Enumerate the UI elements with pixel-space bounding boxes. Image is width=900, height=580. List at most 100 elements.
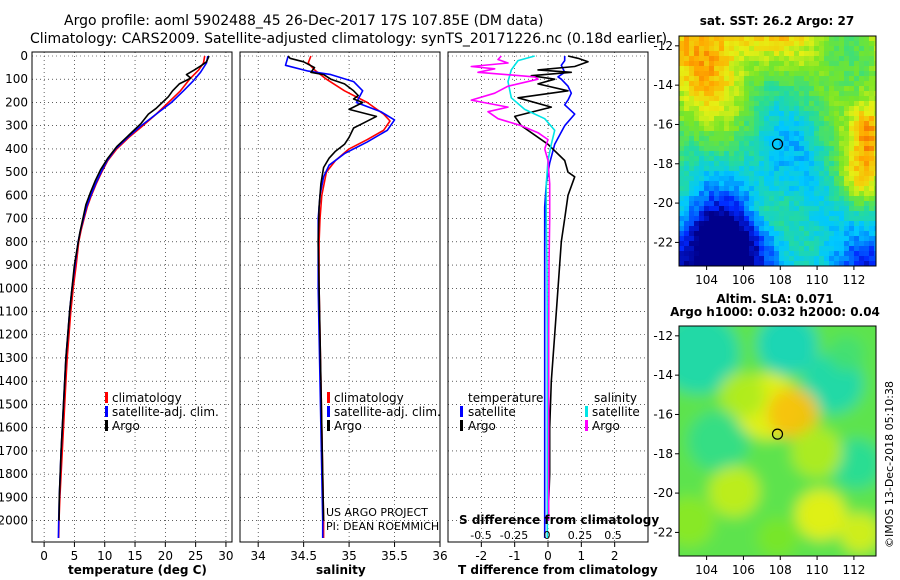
sst-cell — [734, 51, 740, 57]
sst-cell — [779, 41, 785, 47]
sst-cell — [734, 61, 740, 67]
sst-cell — [689, 151, 695, 157]
sst-cell — [784, 176, 790, 182]
sst-cell — [809, 131, 815, 137]
sst-cell — [734, 261, 740, 266]
sst-cell — [859, 221, 865, 227]
sst-cell — [864, 141, 870, 147]
sst-cell — [739, 101, 745, 107]
sst-cell — [734, 46, 740, 52]
sst-cell — [719, 126, 725, 132]
sst-cell — [714, 196, 720, 202]
sst-cell — [809, 191, 815, 197]
sst-cell — [709, 151, 715, 157]
sst-cell — [854, 221, 860, 227]
sst-cell — [704, 176, 710, 182]
sst-cell — [874, 261, 876, 266]
sst-cell — [704, 241, 710, 247]
sst-cell — [694, 256, 700, 262]
sst-cell — [724, 171, 730, 177]
sst-cell — [719, 131, 725, 137]
sst-cell — [819, 156, 825, 162]
sst-cell — [689, 96, 695, 102]
sst-cell — [689, 91, 695, 97]
sst-cell — [854, 136, 860, 142]
sst-cell — [704, 106, 710, 112]
sst-cell — [734, 86, 740, 92]
sst-cell — [759, 221, 765, 227]
sst-cell — [714, 186, 720, 192]
sst-cell — [859, 71, 865, 77]
sst-cell — [819, 186, 825, 192]
series-line-argo — [58, 55, 210, 521]
sst-cell — [834, 126, 840, 132]
sst-cell — [859, 181, 865, 187]
sst-cell — [834, 36, 840, 42]
sst-cell — [854, 111, 860, 117]
sst-cell — [779, 66, 785, 72]
sst-cell — [764, 191, 770, 197]
credit-project: US ARGO PROJECT — [326, 506, 428, 519]
sst-cell — [754, 211, 760, 217]
sst-cell — [729, 51, 735, 57]
sst-cell — [809, 146, 815, 152]
sst-cell — [784, 91, 790, 97]
sst-cell — [709, 126, 715, 132]
sst-cell — [729, 241, 735, 247]
sst-cell — [759, 101, 765, 107]
sst-cell — [819, 71, 825, 77]
sst-cell — [739, 256, 745, 262]
sst-cell — [689, 236, 695, 242]
sst-cell — [754, 256, 760, 262]
sst-cell — [789, 51, 795, 57]
sst-cell — [759, 126, 765, 132]
sst-cell — [854, 86, 860, 92]
sst-cell — [749, 201, 755, 207]
sst-cell — [849, 71, 855, 77]
sst-cell — [819, 261, 825, 266]
sst-cell — [874, 216, 876, 222]
sst-cell — [854, 61, 860, 67]
sst-cell — [739, 241, 745, 247]
sst-cell — [764, 156, 770, 162]
sst-cell — [694, 196, 700, 202]
sst-cell — [779, 211, 785, 217]
sst-cell — [724, 181, 730, 187]
legend-swatch-t-satellite — [460, 406, 463, 417]
sst-cell — [874, 156, 876, 162]
sst-cell — [794, 211, 800, 217]
sst-cell — [874, 76, 876, 82]
sst-cell — [809, 201, 815, 207]
sst-cell — [724, 231, 730, 237]
sst-cell — [679, 226, 685, 232]
sst-cell — [714, 151, 720, 157]
sst-cell — [789, 106, 795, 112]
sst-cell — [704, 66, 710, 72]
depth-tick-label: 1500 — [0, 397, 28, 411]
sst-cell — [729, 226, 735, 232]
sst-cell — [799, 106, 805, 112]
sst-cell — [809, 156, 815, 162]
sst-cell — [699, 76, 705, 82]
sst-cell — [684, 141, 690, 147]
sst-cell — [804, 241, 810, 247]
sst-cell — [779, 251, 785, 257]
sst-cell — [734, 66, 740, 72]
sst-cell — [789, 201, 795, 207]
sst-cell — [679, 61, 685, 67]
sst-cell — [814, 86, 820, 92]
difference-legend: temperature satellite Argo salinity sate… — [460, 391, 640, 433]
sst-cell — [699, 236, 705, 242]
depth-tick-label: 600 — [5, 188, 28, 202]
sst-cell — [824, 256, 830, 262]
sst-cell — [869, 261, 875, 266]
sst-cell — [844, 231, 850, 237]
sst-cell — [734, 36, 740, 42]
sst-cell — [849, 181, 855, 187]
sst-cell — [679, 206, 685, 212]
sst-cell — [869, 56, 875, 62]
sst-cell — [744, 61, 750, 67]
sst-cell — [799, 136, 805, 142]
sst-cell — [714, 66, 720, 72]
series-line-s-satellite — [507, 55, 556, 538]
